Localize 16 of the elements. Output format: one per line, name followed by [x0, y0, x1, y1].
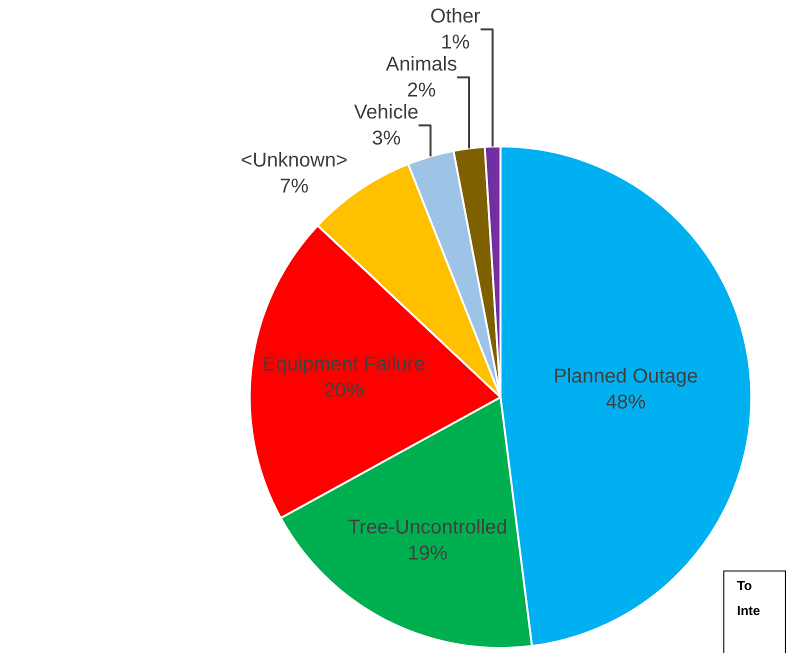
data-label: 20% — [324, 379, 364, 402]
data-label: 2% — [407, 79, 436, 102]
slice-label: <Unknown> — [240, 149, 348, 172]
data-label: 1% — [440, 31, 470, 54]
data-label: 19% — [408, 542, 448, 564]
slice-label: Equipment Failure — [262, 353, 425, 376]
text: To — [737, 578, 752, 593]
data-label: 3% — [372, 127, 401, 150]
slice-label: Vehicle — [354, 101, 419, 124]
slice-label: Tree-Uncontrolled — [348, 516, 508, 538]
slice-label: Planned Outage — [553, 365, 698, 388]
slice-label: Animals — [386, 53, 458, 76]
data-label: 7% — [280, 175, 309, 198]
text: Inte — [737, 603, 760, 618]
slice-label: Other — [430, 5, 481, 28]
data-label: 48% — [606, 391, 646, 414]
